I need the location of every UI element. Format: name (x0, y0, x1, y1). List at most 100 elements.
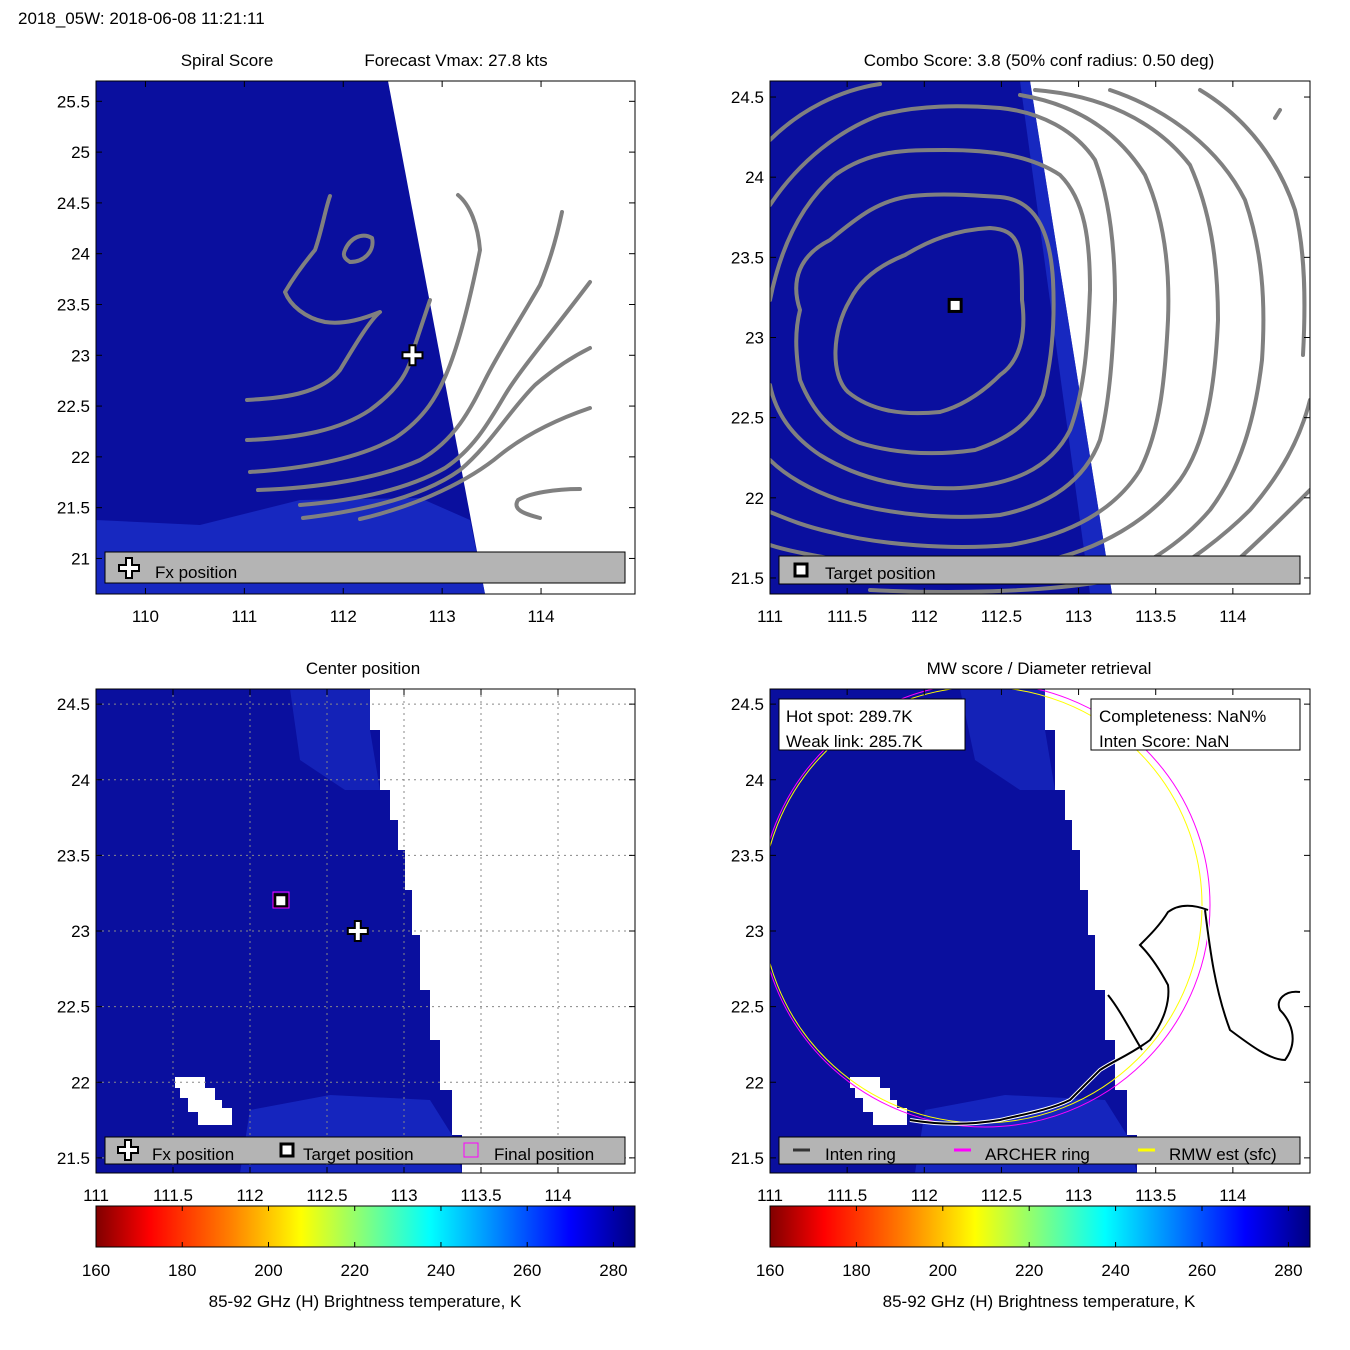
spiral-contour (256, 210, 564, 492)
mw-legend-box (778, 1136, 1301, 1165)
combo-legend: Target position (778, 555, 1301, 585)
hot-spot-text: Hot spot: 289.7K (786, 707, 913, 726)
x-tick-label: 114 (527, 607, 554, 626)
center-legend-label: Target position (303, 1145, 414, 1164)
spiral-legend: Fx position (104, 551, 626, 584)
colorbar-tick-label: 200 (254, 1261, 282, 1280)
x-tick-label: 113 (429, 607, 456, 626)
y-tick-label: 22.5 (731, 998, 764, 1017)
x-tick-label: 111.5 (153, 1186, 193, 1205)
inten-score-text: Inten Score: NaN (1099, 732, 1229, 751)
x-tick-label: 112 (911, 1186, 938, 1205)
combo-contour (770, 148, 1092, 491)
x-tick-label: 112.5 (981, 607, 1022, 626)
mw-info-right: Completeness: NaN% Inten Score: NaN (1090, 698, 1301, 751)
mw-info-left-box (778, 698, 966, 751)
mw-legend-label: Inten ring (825, 1145, 896, 1164)
y-tick-label: 22.5 (57, 397, 90, 416)
archer-ring (770, 689, 1211, 1128)
colorbar-tick-label: 280 (599, 1261, 627, 1280)
colorbar-right-gradient (769, 1205, 1311, 1248)
plus-icon (117, 1139, 139, 1161)
combo-contour (770, 82, 1171, 549)
spiral-contour (301, 346, 592, 520)
y-tick-label: 24 (745, 168, 764, 187)
x-tick-label: 111.5 (827, 607, 867, 626)
colorbar-tick-label: 260 (513, 1261, 541, 1280)
y-tick-label: 21.5 (731, 1149, 764, 1168)
y-tick-label: 23 (71, 346, 90, 365)
spiral-contour (245, 298, 432, 442)
colorbar-right-label: 85-92 GHz (H) Brightness temperature, K (883, 1292, 1196, 1311)
figure-header: 2018_05W: 2018-06-08 11:21:11 (18, 9, 265, 28)
y-tick-label: 23.5 (731, 248, 764, 267)
center-legend-box (104, 1136, 626, 1165)
square-icon (279, 1142, 295, 1158)
combo-contour (868, 88, 1266, 594)
fx-position-marker (401, 344, 424, 367)
colorbar-tick-label: 260 (1188, 1261, 1216, 1280)
y-tick-label: 21.5 (57, 499, 90, 518)
y-tick-label: 22.5 (731, 409, 764, 428)
weak-link-text: Weak link: 285.7K (786, 732, 923, 751)
combo-title: Combo Score: 3.8 (50% conf radius: 0.50 … (864, 51, 1215, 70)
mw-legend-label: RMW est (sfc) (1169, 1145, 1277, 1164)
spiral-legend-label: Fx position (155, 563, 237, 582)
colorbar-tick-label: 280 (1274, 1261, 1302, 1280)
spiral-legend-box (104, 551, 626, 584)
colorbar-left-gradient (95, 1205, 636, 1248)
y-tick-label: 24.5 (57, 194, 90, 213)
colorbar-right: 160 180 200 220 240 260 280 85-92 GHz (H) Brig… (756, 1205, 1311, 1311)
y-tick-label: 23.5 (731, 846, 764, 865)
x-tick-label: 111 (83, 1186, 109, 1205)
center-title: Center position (306, 659, 420, 678)
x-tick-label: 112 (330, 607, 357, 626)
x-tick-label: 114 (544, 1186, 571, 1205)
center-swath (96, 689, 462, 1173)
y-tick-label: 24 (71, 771, 90, 790)
x-tick-label: 113 (1065, 607, 1092, 626)
fx-position-marker (346, 920, 369, 942)
panel-spiral: Spiral Score Forecast Vmax: 27.8 kts Fx … (57, 51, 636, 626)
x-tick-label: 111 (231, 607, 257, 626)
target-position-marker (947, 297, 963, 313)
mw-swath (770, 689, 1137, 1173)
y-tick-label: 25.5 (57, 92, 90, 111)
y-tick-label: 21.5 (57, 1149, 90, 1168)
completeness-text: Completeness: NaN% (1099, 707, 1266, 726)
y-tick-label: 23.5 (57, 295, 90, 314)
x-tick-label: 113.5 (1135, 1186, 1176, 1205)
colorbar-left-label: 85-92 GHz (H) Brightness temperature, K (209, 1292, 522, 1311)
combo-legend-box (778, 555, 1301, 585)
x-tick-label: 110 (132, 607, 159, 626)
colorbar-tick-label: 200 (929, 1261, 957, 1280)
combo-contour (833, 226, 1026, 416)
y-tick-label: 21.5 (731, 569, 764, 588)
y-tick-label: 25 (71, 143, 90, 162)
mw-info-left: Hot spot: 289.7K Weak link: 285.7K (778, 698, 966, 751)
x-tick-label: 112 (911, 607, 938, 626)
mw-legend-label: ARCHER ring (985, 1145, 1090, 1164)
y-tick-label: 22 (71, 1073, 90, 1092)
y-tick-label: 21 (71, 549, 90, 568)
panel-center: Center position Fx position Target posit… (57, 659, 636, 1205)
x-tick-label: 112.5 (306, 1186, 347, 1205)
colorbar-tick-label: 240 (427, 1261, 455, 1280)
spiral-contour (248, 193, 482, 474)
colorbar-tick-label: 220 (341, 1261, 369, 1280)
spiral-vmax-title: Forecast Vmax: 27.8 kts (364, 51, 547, 70)
y-tick-label: 22 (71, 448, 90, 467)
combo-legend-label: Target position (825, 564, 936, 583)
x-tick-label: 113.5 (1135, 607, 1176, 626)
colorbar-left: 160 180 200 220 240 260 280 85-92 GHz (H) Brig… (82, 1205, 636, 1311)
x-tick-label: 113 (390, 1186, 417, 1205)
spiral-contour (245, 194, 382, 402)
y-tick-label: 22 (745, 489, 764, 508)
x-tick-label: 111 (757, 607, 783, 626)
combo-swath-edge (1020, 81, 1112, 594)
spiral-contour (341, 233, 375, 264)
combo-contour (794, 192, 1056, 456)
colorbar-tick-label: 180 (168, 1261, 196, 1280)
mw-title: MW score / Diameter retrieval (927, 659, 1152, 678)
